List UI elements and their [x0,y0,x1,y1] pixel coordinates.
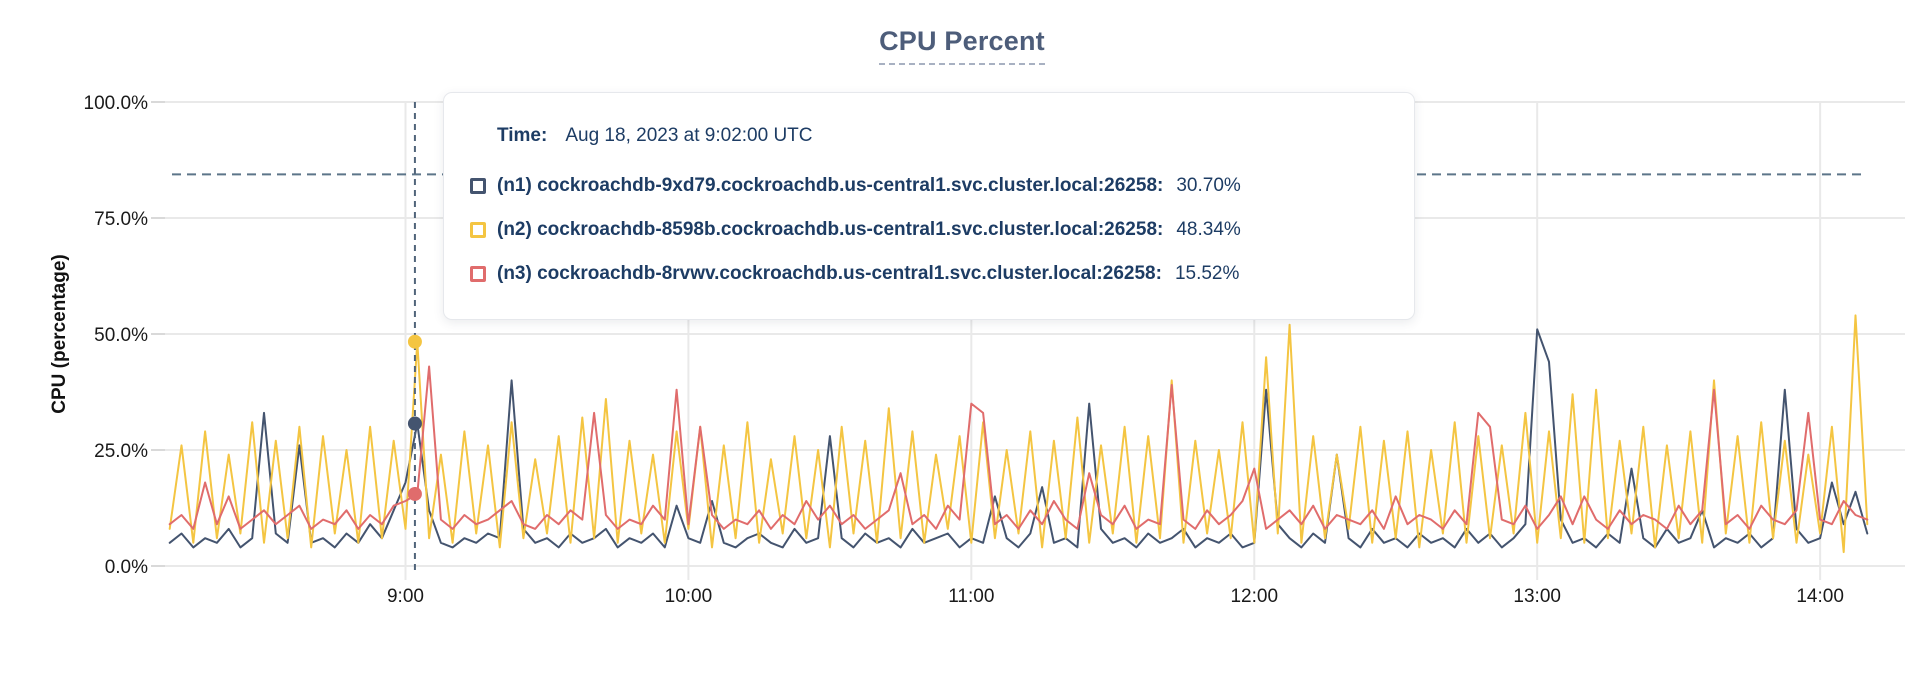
tooltip-series-n1-value: 30.70% [1176,175,1241,196]
x-tick-label-11:00: 11:00 [948,586,994,607]
tooltip-series-n2-label: (n2) cockroachdb-8598b.cockroachdb.us-ce… [497,219,1164,240]
hover-dot-n3 [407,486,422,501]
series-line-n1 [168,328,1869,549]
y-tick-label-0.0%: 0.0% [105,557,148,578]
series-n3-swatch-icon [470,266,486,282]
hover-dot-n2 [407,334,422,349]
chart-title: CPU Percent [879,26,1045,65]
tooltip-time-row: Time: Aug 18, 2023 at 9:02:00 UTC [497,123,1384,149]
series-line-n3 [168,365,1869,530]
series-n1-swatch-icon [470,178,486,194]
tooltip-series-n3-label: (n3) cockroachdb-8rvwv.cockroachdb.us-ce… [497,263,1162,284]
y-tick-label-50.0%: 50.0% [94,325,148,346]
tooltip-series-n1-label: (n1) cockroachdb-9xd79.cockroachdb.us-ce… [497,175,1164,196]
x-tick-label-10:00: 10:00 [665,586,713,607]
tooltip-series-row-n2: (n2) cockroachdb-8598b.cockroachdb.us-ce… [470,217,1384,243]
x-tick-label-12:00: 12:00 [1230,586,1278,607]
y-tick-label-25.0%: 25.0% [94,441,148,462]
chart-tooltip: Time: Aug 18, 2023 at 9:02:00 UTC (n1) c… [443,92,1415,320]
tooltip-time-value: Aug 18, 2023 at 9:02:00 UTC [565,125,813,146]
x-tick-label-9:00: 9:00 [387,586,424,607]
hover-dot-n1 [407,416,422,431]
tooltip-series-row-n1: (n1) cockroachdb-9xd79.cockroachdb.us-ce… [470,173,1384,199]
series-n2-swatch-icon [470,222,486,238]
series-line-n2 [168,314,1869,554]
x-tick-label-13:00: 13:00 [1513,586,1561,607]
tooltip-series-row-n3: (n3) cockroachdb-8rvwv.cockroachdb.us-ce… [470,261,1384,287]
tooltip-series-n2-value: 48.34% [1176,219,1241,240]
y-tick-label-75.0%: 75.0% [94,209,148,230]
tooltip-time-label: Time: [497,125,548,146]
tooltip-series-n3-value: 15.52% [1174,263,1240,284]
y-tick-label-100.0%: 100.0% [84,93,149,114]
x-tick-label-14:00: 14:00 [1796,586,1844,607]
